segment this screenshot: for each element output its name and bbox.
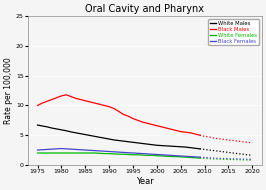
Y-axis label: Rate per 100,000: Rate per 100,000 bbox=[4, 57, 13, 124]
X-axis label: Year: Year bbox=[136, 177, 154, 186]
Title: Oral Cavity and Pharynx: Oral Cavity and Pharynx bbox=[85, 4, 204, 14]
Legend: White Males, Black Males, White Females, Black Females: White Males, Black Males, White Females,… bbox=[209, 19, 259, 45]
